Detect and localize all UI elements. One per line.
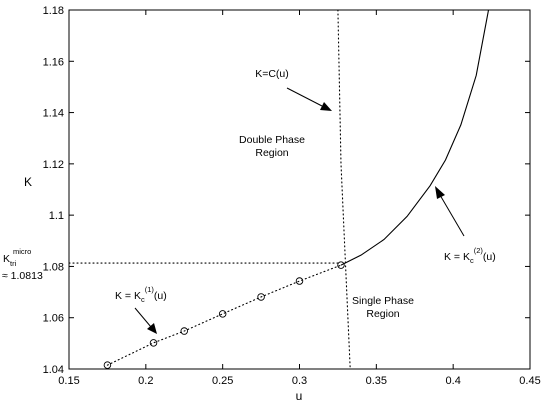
ktri-sub: tri xyxy=(10,259,17,268)
x-tick-label: 0.15 xyxy=(58,375,79,387)
arrow-kc-u xyxy=(286,87,332,111)
x-tick-label: 0.35 xyxy=(366,375,387,387)
arrow-kc2 xyxy=(435,186,465,237)
kc1-sub: c xyxy=(141,295,145,304)
ticks: 0.15 0.2 0.25 0.3 0.35 0.4 0.45 1.04 1.06 1.08 1.1… xyxy=(43,5,541,387)
kc2-tail: (u) xyxy=(483,251,496,263)
kc2-sup: (2) xyxy=(474,246,484,255)
y-tick-label: 1.16 xyxy=(43,56,64,68)
x-tick-label: 0.45 xyxy=(519,375,540,387)
data-point-circle xyxy=(149,339,158,347)
y-tick-label: 1.18 xyxy=(43,5,64,17)
y-tick-label: 1.1 xyxy=(49,210,64,222)
annotation-ktri: Ktri micro xyxy=(3,247,31,268)
y-tick-label: 1.12 xyxy=(43,159,64,171)
y-tick-label: 1.08 xyxy=(43,261,64,273)
y-tick-label: 1.06 xyxy=(43,313,64,325)
annotation-single-phase-2: Region xyxy=(366,308,399,320)
annotation-kc1: K = Kc(1)(u) xyxy=(115,285,167,304)
data-point-circle xyxy=(295,277,304,285)
kc1-sup: (1) xyxy=(145,285,155,294)
x-tick-label: 0.25 xyxy=(212,375,233,387)
annotation-double-phase-2: Region xyxy=(255,147,288,159)
arrow-kc1 xyxy=(134,307,157,334)
ktri-main: K xyxy=(3,253,10,265)
plot-frame xyxy=(68,9,531,370)
x-tick-label: 0.2 xyxy=(138,375,153,387)
curve-solid-line xyxy=(340,9,490,266)
annotation-ktri-value: ≈ 1.0813 xyxy=(2,270,43,282)
y-tick-label: 1.04 xyxy=(43,364,64,376)
annotation-single-phase-1: Single Phase xyxy=(352,295,414,307)
ktri-sup: micro xyxy=(13,247,31,256)
annotation-double-phase-1: Double Phase xyxy=(239,134,305,146)
data-point-circle xyxy=(218,310,227,318)
kc1-tail: (u) xyxy=(154,290,167,302)
annotation-kc2: K = Kc(2)(u) xyxy=(444,246,496,265)
y-tick-label: 1.14 xyxy=(43,108,64,120)
kc2-main: K = K xyxy=(444,251,470,263)
x-tick-label: 0.4 xyxy=(446,375,461,387)
x-tick-label: 0.3 xyxy=(292,375,307,387)
y-axis-label: K xyxy=(24,175,32,189)
curve-dotted-line xyxy=(337,9,351,370)
kc1-main: K = K xyxy=(115,290,141,302)
kc2-sub: c xyxy=(470,256,474,265)
axes xyxy=(68,9,531,370)
series xyxy=(68,9,490,370)
annotation-kc-u: K=C(u) xyxy=(255,68,289,80)
x-axis-label: u xyxy=(296,389,303,403)
